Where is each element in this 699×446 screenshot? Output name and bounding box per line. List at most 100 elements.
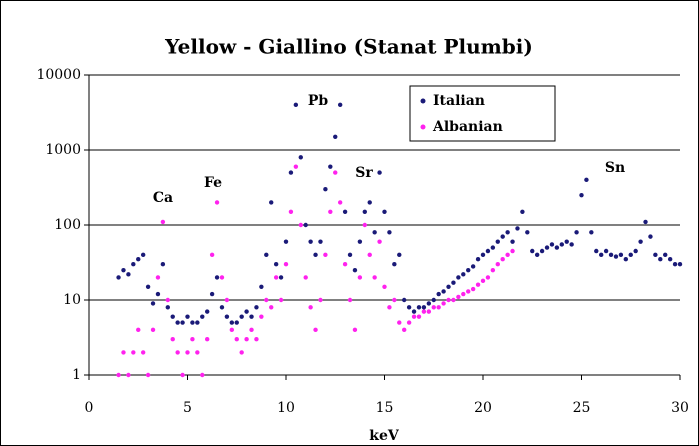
point	[352, 267, 358, 273]
point	[480, 278, 486, 284]
point	[672, 262, 678, 267]
point	[485, 275, 491, 280]
point	[510, 248, 515, 254]
point	[185, 314, 190, 319]
point	[136, 256, 141, 262]
point	[195, 320, 200, 325]
point	[525, 230, 530, 235]
point	[205, 337, 210, 342]
point	[362, 209, 367, 214]
point	[126, 372, 131, 378]
y-tick-label: 10	[63, 292, 81, 308]
point	[254, 337, 259, 342]
point	[342, 262, 348, 267]
point	[283, 262, 289, 267]
point	[140, 252, 146, 258]
annotation: Pb	[308, 93, 329, 109]
point	[397, 252, 402, 258]
point	[303, 275, 308, 280]
point	[534, 252, 540, 258]
y-tick-label: 100	[54, 217, 81, 233]
point	[190, 337, 195, 342]
point	[446, 297, 451, 303]
point	[377, 239, 382, 244]
point	[337, 200, 343, 205]
point	[150, 301, 156, 306]
point	[342, 209, 348, 214]
x-tick-label: 15	[376, 400, 394, 416]
point	[116, 275, 121, 280]
point	[170, 337, 175, 342]
point	[608, 252, 614, 258]
point	[466, 289, 471, 294]
point	[155, 291, 161, 297]
point	[313, 327, 318, 333]
point	[539, 248, 545, 254]
point	[451, 297, 456, 303]
point	[658, 256, 663, 262]
point	[328, 209, 333, 214]
point	[116, 372, 121, 378]
point	[421, 309, 427, 314]
annotation: Sr	[355, 165, 373, 181]
point	[490, 267, 496, 273]
point	[397, 320, 402, 325]
point	[131, 262, 136, 267]
point	[411, 309, 417, 314]
chart-title: Yellow - Giallino (Stanat Plumbi)	[164, 35, 533, 59]
point	[278, 297, 284, 303]
x-tick-label: 30	[671, 400, 689, 416]
x-tick-label: 0	[85, 400, 94, 416]
point	[337, 102, 343, 108]
point	[244, 337, 249, 342]
point	[234, 337, 239, 342]
point	[436, 305, 441, 310]
point	[209, 291, 215, 297]
point	[165, 297, 170, 303]
point	[328, 164, 333, 169]
y-tick-label: 1000	[45, 142, 81, 158]
point	[406, 320, 412, 325]
legend-label: Italian	[433, 93, 485, 109]
point	[239, 350, 244, 355]
x-tick-label: 25	[573, 400, 591, 416]
point	[623, 256, 629, 262]
point	[475, 282, 481, 287]
point	[402, 297, 407, 303]
point	[505, 230, 510, 235]
point	[426, 309, 432, 314]
point	[406, 305, 412, 310]
point	[372, 275, 377, 280]
point	[633, 248, 638, 254]
point	[500, 234, 505, 239]
point	[313, 252, 318, 258]
point	[416, 314, 422, 319]
point	[628, 252, 633, 258]
point	[170, 314, 175, 319]
point	[485, 248, 491, 254]
point	[264, 252, 269, 258]
point	[677, 262, 683, 267]
point	[293, 164, 299, 169]
point	[554, 245, 560, 250]
point	[411, 314, 417, 319]
x-tick-label: 10	[277, 400, 295, 416]
legend-box	[409, 85, 556, 142]
point	[589, 230, 594, 235]
point	[475, 256, 481, 262]
point	[323, 187, 328, 192]
point	[451, 280, 456, 285]
point	[303, 222, 308, 228]
point	[402, 327, 407, 333]
point	[653, 252, 658, 258]
point	[234, 320, 239, 325]
point	[470, 286, 476, 292]
point	[333, 170, 338, 175]
point	[298, 222, 303, 228]
point	[436, 291, 441, 297]
point	[185, 350, 190, 355]
legend-marker	[420, 98, 426, 104]
legend-marker	[420, 124, 426, 130]
point	[205, 309, 210, 314]
